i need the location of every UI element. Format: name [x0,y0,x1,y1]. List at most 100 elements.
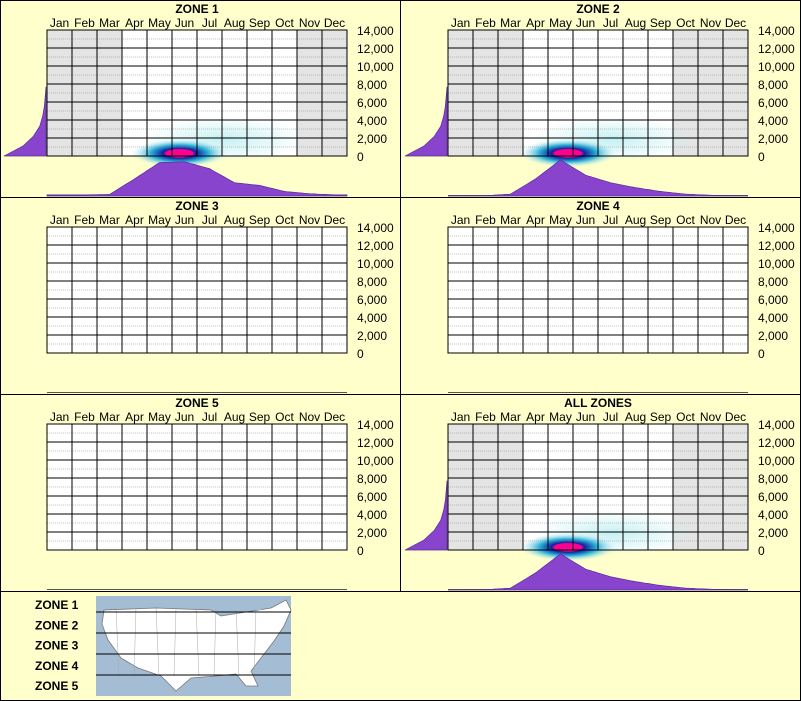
month-label: May [148,16,171,30]
y-tick-label: 10,000 [758,454,795,468]
month-label: Feb [475,16,496,30]
y-tick-label: 14,000 [357,418,394,432]
month-label: Dec [324,213,345,227]
y-tick-label: 6,000 [758,293,788,307]
zone-panel-0: ZONE 1 Jan Feb Mar Apr May Jun Jul Aug Sep Oct Nov D… [3,2,394,197]
shaded-month [723,424,748,550]
month-label: Jan [451,410,470,424]
y-tick-label: 6,000 [357,490,387,504]
month-label: Dec [324,410,345,424]
y-tick-label: 8,000 [357,275,387,289]
map-state-line [133,607,137,677]
month-label: Sep [650,213,672,227]
month-label: Aug [224,213,245,227]
map-state-line [115,607,120,677]
month-label: Jun [175,213,194,227]
y-tick-label: 4,000 [758,311,788,325]
altitude-profile-area [404,86,448,157]
month-label: Dec [725,410,746,424]
month-label: Aug [224,410,245,424]
y-tick-label: 14,000 [758,221,795,235]
y-tick-label: 0 [758,150,765,164]
month-label: Nov [700,410,721,424]
month-label: Jun [175,410,194,424]
month-label: Jul [603,16,618,30]
y-tick-label: 10,000 [357,454,394,468]
y-tick-label: 14,000 [357,221,394,235]
y-tick-label: 12,000 [758,436,795,450]
y-tick-label: 6,000 [758,96,788,110]
zone-title: ZONE 1 [175,2,219,16]
altitude-profile-area [3,86,47,157]
month-label: Sep [249,410,271,424]
plot-border [447,423,749,551]
map-state-line [195,607,200,677]
month-label: Jul [603,410,618,424]
map-state-line [253,607,257,677]
y-tick-label: 2,000 [357,329,387,343]
month-label: Oct [275,16,294,30]
month-label: Aug [625,213,646,227]
y-tick-label: 12,000 [758,239,795,253]
plot-border [46,226,348,354]
shaded-month [322,30,347,156]
month-label: Feb [475,213,496,227]
map-land [101,599,292,692]
month-label: Mar [500,213,521,227]
density-core [520,139,616,168]
month-label: Mar [500,16,521,30]
zone-title: ZONE 3 [175,199,219,213]
month-profile-area [448,159,748,197]
zone-title: ZONE 2 [576,2,620,16]
month-label: Oct [275,213,294,227]
plot-border [46,29,348,157]
month-label: Jan [451,16,470,30]
plot-border [447,29,749,157]
month-label: Sep [650,410,672,424]
y-tick-label: 12,000 [357,42,394,56]
month-label: Mar [500,410,521,424]
month-label: Nov [299,16,320,30]
month-label: Jan [50,16,69,30]
month-label: Oct [676,16,695,30]
month-profile-area [448,553,748,591]
y-tick-label: 14,000 [758,24,795,38]
zone-legend: ZONE 1 ZONE 2 ZONE 3 ZONE 4 ZONE 5 [35,596,292,696]
month-label: Oct [275,410,294,424]
zone-title: ALL ZONES [564,396,632,410]
zone-legend-label: ZONE 4 [35,659,79,673]
month-label: Dec [324,16,345,30]
month-label: Mar [99,410,120,424]
y-tick-label: 10,000 [357,60,394,74]
y-tick-label: 10,000 [758,257,795,271]
month-label: May [148,410,171,424]
month-label: Oct [676,213,695,227]
month-label: Sep [650,16,672,30]
zone-title: ZONE 4 [576,199,620,213]
month-label: May [148,213,171,227]
shaded-month [723,30,748,156]
month-label: Jun [576,213,595,227]
month-label: May [549,410,572,424]
y-tick-label: 6,000 [357,293,387,307]
month-label: Mar [99,16,120,30]
month-label: Aug [625,410,646,424]
y-tick-label: 2,000 [758,329,788,343]
y-tick-label: 12,000 [357,239,394,253]
month-label: Jan [50,410,69,424]
month-label: Sep [249,213,271,227]
month-label: May [549,16,572,30]
y-tick-label: 4,000 [357,114,387,128]
us-map-icon [96,596,292,696]
map-state-line [235,607,240,677]
density-core [520,533,616,562]
month-label: Apr [526,16,545,30]
month-label: Feb [74,16,95,30]
month-label: Jan [50,213,69,227]
month-label: Apr [526,410,545,424]
month-label: Jul [202,410,217,424]
y-tick-label: 8,000 [758,275,788,289]
y-tick-label: 14,000 [357,24,394,38]
